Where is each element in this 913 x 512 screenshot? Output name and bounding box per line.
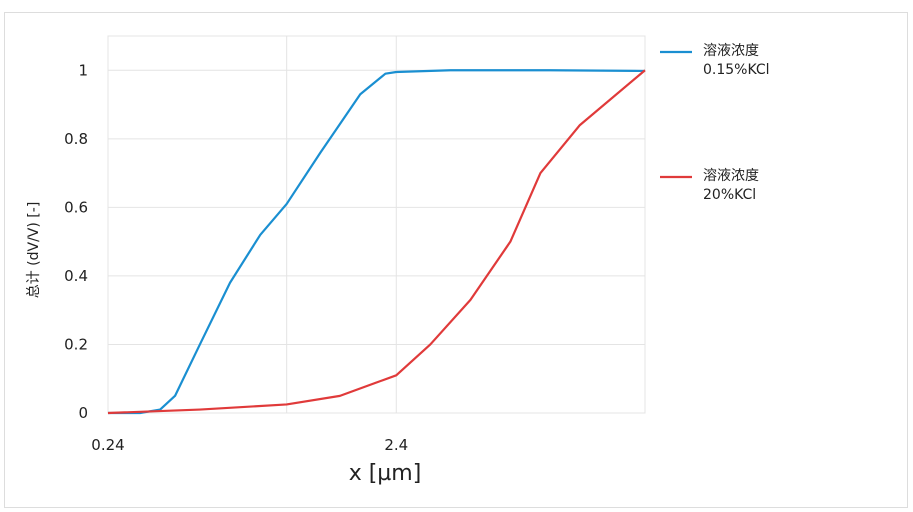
series-line [108,69,646,415]
legend-label: 溶液浓度 20%KCl [703,168,759,203]
y-tick-label: 0.6 [64,198,88,216]
x-tick-label: 0.24 [91,436,124,454]
x-tick-label: 2.4 [384,436,408,454]
chart-border [4,12,908,508]
y-tick-label: 0.2 [64,335,88,353]
y-tick-label: 0 [78,404,88,422]
y-tick-label: 0.4 [64,267,88,285]
y-tick-label: 0.8 [64,130,88,148]
series-line [107,69,646,415]
y-tick-label: 1 [78,61,88,79]
y-axis-label: 总计 (dV/V) [-] [26,202,42,299]
x-axis-label: x [µm] [349,461,422,486]
legend-label: 溶液浓度 0.15%KCl [703,43,770,78]
